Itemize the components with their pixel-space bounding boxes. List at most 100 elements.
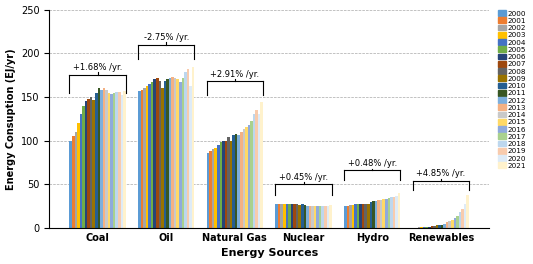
Bar bbox=[375, 201, 377, 228]
Bar bbox=[87, 99, 90, 228]
Bar bbox=[352, 205, 354, 228]
Bar bbox=[176, 79, 179, 228]
Bar bbox=[79, 114, 82, 228]
Bar bbox=[240, 132, 243, 228]
Bar bbox=[387, 198, 390, 228]
Bar bbox=[346, 206, 349, 228]
Bar bbox=[293, 204, 296, 228]
Bar bbox=[118, 92, 120, 228]
Bar bbox=[146, 86, 148, 228]
Bar bbox=[349, 205, 352, 228]
Bar bbox=[227, 137, 230, 228]
Y-axis label: Energy Consuption (EJ/yr): Energy Consuption (EJ/yr) bbox=[5, 48, 15, 190]
Bar bbox=[224, 141, 227, 228]
Bar bbox=[207, 153, 209, 228]
Bar bbox=[433, 226, 435, 228]
Bar bbox=[390, 197, 393, 228]
Bar bbox=[446, 222, 448, 228]
Bar bbox=[100, 90, 103, 228]
Bar bbox=[235, 134, 237, 228]
Bar bbox=[222, 141, 224, 228]
Bar bbox=[454, 218, 456, 228]
Bar bbox=[166, 79, 169, 228]
Bar bbox=[301, 204, 303, 228]
Bar bbox=[418, 227, 421, 228]
Bar bbox=[108, 93, 110, 228]
Bar bbox=[209, 151, 212, 228]
Bar bbox=[174, 78, 176, 228]
Bar bbox=[393, 197, 395, 228]
Bar bbox=[245, 127, 248, 228]
Bar bbox=[189, 86, 192, 228]
Bar bbox=[380, 200, 382, 228]
Bar bbox=[214, 148, 217, 228]
Bar bbox=[261, 102, 263, 228]
Bar bbox=[116, 92, 118, 228]
Bar bbox=[212, 149, 214, 228]
Bar bbox=[92, 100, 95, 228]
Bar bbox=[72, 136, 75, 228]
Bar bbox=[187, 69, 189, 228]
Bar bbox=[95, 93, 98, 228]
Bar bbox=[141, 90, 143, 228]
Bar bbox=[82, 106, 85, 228]
Bar bbox=[288, 204, 290, 228]
Bar bbox=[354, 204, 357, 228]
Bar bbox=[362, 204, 365, 228]
Bar bbox=[237, 135, 240, 228]
Bar bbox=[110, 94, 113, 228]
Bar bbox=[138, 91, 141, 228]
Bar bbox=[344, 206, 346, 228]
Bar bbox=[179, 82, 182, 228]
Bar bbox=[438, 225, 441, 228]
Bar bbox=[217, 145, 220, 228]
Bar bbox=[451, 220, 454, 228]
Bar bbox=[306, 206, 309, 228]
Bar bbox=[164, 81, 166, 228]
Bar bbox=[329, 205, 332, 228]
Bar bbox=[184, 73, 187, 228]
Bar bbox=[314, 206, 316, 228]
Bar bbox=[250, 121, 253, 228]
Bar bbox=[169, 78, 171, 228]
Bar bbox=[321, 206, 324, 228]
Bar bbox=[385, 199, 387, 228]
Text: +4.85% /yr.: +4.85% /yr. bbox=[416, 169, 465, 178]
Bar bbox=[377, 200, 380, 228]
Bar bbox=[456, 216, 459, 228]
Bar bbox=[464, 204, 466, 228]
Bar bbox=[290, 204, 293, 228]
Bar bbox=[316, 206, 319, 228]
Text: +1.68% /yr.: +1.68% /yr. bbox=[73, 63, 122, 73]
Bar bbox=[103, 88, 105, 228]
Bar bbox=[98, 88, 100, 228]
Bar bbox=[435, 225, 438, 228]
Bar bbox=[258, 114, 261, 228]
Bar bbox=[309, 206, 311, 228]
Bar bbox=[421, 227, 423, 228]
Text: +2.91% /yr.: +2.91% /yr. bbox=[211, 70, 260, 79]
Bar bbox=[324, 206, 327, 228]
Bar bbox=[113, 93, 116, 228]
Bar bbox=[319, 206, 321, 228]
Bar bbox=[425, 227, 428, 228]
Bar bbox=[182, 78, 184, 228]
Bar bbox=[148, 84, 151, 228]
Bar bbox=[253, 114, 255, 228]
Bar bbox=[276, 204, 278, 228]
Bar bbox=[395, 196, 398, 228]
Bar bbox=[105, 90, 108, 228]
Bar bbox=[156, 78, 158, 228]
Bar bbox=[77, 123, 79, 228]
Bar bbox=[357, 204, 359, 228]
Bar bbox=[90, 97, 92, 228]
Bar bbox=[120, 95, 123, 228]
Legend: 2000, 2001, 2002, 2003, 2004, 2005, 2006, 2007, 2008, 2009, 2010, 2011, 2012, 20: 2000, 2001, 2002, 2003, 2004, 2005, 2006… bbox=[497, 9, 528, 170]
Bar bbox=[359, 204, 362, 228]
Bar bbox=[398, 193, 400, 228]
Bar bbox=[286, 204, 288, 228]
Bar bbox=[85, 101, 87, 228]
Bar bbox=[248, 125, 250, 228]
Bar bbox=[69, 141, 72, 228]
Bar bbox=[280, 204, 283, 228]
